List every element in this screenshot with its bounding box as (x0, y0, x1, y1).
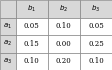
Text: $b_1$: $b_1$ (27, 4, 36, 14)
Text: 0.10: 0.10 (88, 57, 104, 65)
Bar (48, 0, 80, 18)
Bar (0, 35, 16, 52)
Text: 0.00: 0.00 (56, 40, 72, 48)
Bar (80, 35, 112, 52)
Bar (80, 0, 112, 18)
Text: 0.10: 0.10 (24, 57, 40, 65)
Bar (48, 52, 80, 70)
Bar (48, 35, 80, 52)
Text: 0.10: 0.10 (56, 22, 72, 30)
Text: 0.05: 0.05 (88, 22, 104, 30)
Text: $a_1$: $a_1$ (3, 22, 12, 31)
Text: 0.20: 0.20 (56, 57, 72, 65)
Text: 0.25: 0.25 (88, 40, 104, 48)
Bar (16, 18, 48, 35)
Bar (0, 18, 16, 35)
Bar (16, 35, 48, 52)
Text: $a_2$: $a_2$ (3, 39, 12, 48)
Bar (80, 52, 112, 70)
Text: $b_3$: $b_3$ (91, 4, 101, 14)
Bar (0, 52, 16, 70)
Text: $b_2$: $b_2$ (59, 4, 68, 14)
Bar (0, 0, 16, 18)
Text: 0.05: 0.05 (24, 22, 40, 30)
Bar (48, 18, 80, 35)
Bar (16, 0, 48, 18)
Text: 0.15: 0.15 (24, 40, 40, 48)
Bar (16, 52, 48, 70)
Bar (80, 18, 112, 35)
Text: $a_3$: $a_3$ (3, 57, 12, 66)
